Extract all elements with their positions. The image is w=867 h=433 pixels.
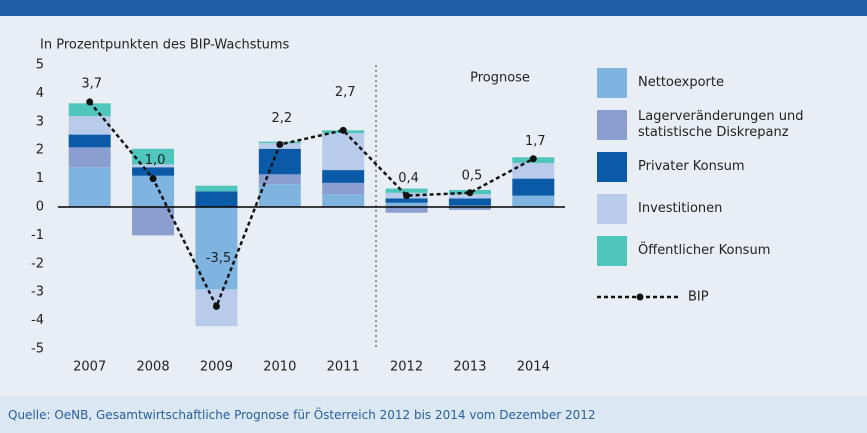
data-label: 2,2 [271,111,292,126]
x-tick-label: 2010 [263,360,296,375]
bar-segment [385,202,428,207]
bar-segment [512,195,555,207]
legend-point [636,293,644,301]
y-tick-label: 4 [36,86,44,101]
bar-segment [258,184,301,207]
bar-segment [322,194,365,207]
legend-label: Öffentlicher Konsum [638,243,771,258]
bar-segment [385,188,428,193]
y-tick-label: -4 [31,313,44,328]
bar-segment [132,164,175,168]
legend-swatch [597,110,627,140]
legend-label: Lagerveränderungen und statistische Disk… [638,109,804,140]
bip-point [276,141,284,149]
bar-segment [195,185,238,192]
legend-item: Privater Konsum [597,146,847,188]
y-tick-label: -3 [31,285,44,300]
x-tick-label: 2012 [390,360,423,375]
y-tick-label: 0 [36,200,44,215]
y-tick-label: 3 [36,114,44,129]
bar-segment [68,147,111,168]
data-label: 0,5 [462,168,483,183]
legend-swatch [597,152,627,182]
x-tick-label: 2008 [137,360,170,375]
data-label: 1,7 [525,134,546,149]
legend-swatch [597,236,627,266]
bar-segment [322,182,365,195]
bar-segment [68,116,111,135]
y-tick-label: 5 [36,58,44,73]
bip-point [466,189,474,197]
bar-segment [195,207,238,290]
data-label: 0,4 [398,171,419,186]
x-tick-label: 2007 [73,360,106,375]
data-label: 1,0 [145,153,166,168]
legend-item: Lagerveränderungen und statistische Disk… [597,104,847,146]
bip-point [212,302,220,310]
legend-swatch [597,68,627,98]
y-tick-label: 2 [36,143,44,158]
legend-label: BIP [688,290,709,305]
forecast-label: Prognose [470,71,530,86]
legend-item: Nettoexporte [597,62,847,104]
bip-point [339,126,347,134]
bar-segment [448,207,491,210]
bar-segment [68,167,111,207]
x-tick-label: 2011 [327,360,360,375]
legend-swatch [597,194,627,224]
bip-point [529,155,537,163]
bip-point [149,175,157,183]
bip-line [88,101,534,310]
bar-segment [195,191,238,207]
legend: Nettoexporte Lagerveränderungen und stati… [597,62,847,272]
legend-label: Investitionen [638,201,723,216]
bar-segment [68,134,111,148]
bar-segment [132,167,175,176]
source-text: Quelle: OeNB, Gesamtwirtschaftliche Prog… [8,408,596,422]
bip-point [86,98,94,106]
y-tick-label: -1 [31,228,44,243]
data-label: -3,5 [206,251,231,266]
source-band: Quelle: OeNB, Gesamtwirtschaftliche Prog… [0,396,867,433]
data-label: 3,7 [81,76,102,91]
x-tick-label: 2009 [200,360,233,375]
legend-label: Nettoexporte [638,75,724,90]
bar-segment [258,148,301,175]
bar-segment [322,170,365,183]
bar-segment [512,162,555,179]
bar-segment [448,198,491,206]
bar-segment [132,148,175,165]
x-tick-label: 2013 [453,360,486,375]
y-tick-label: 1 [36,171,44,186]
y-tick-label: -2 [31,256,44,271]
bip-point [403,192,411,200]
bar-segment [258,174,301,185]
legend-label: Privater Konsum [638,159,745,174]
bar-segment [132,207,175,236]
bar-segment [385,198,428,203]
bar-segment [512,178,555,196]
bar-segment [385,207,428,213]
y-axis-label: In Prozentpunkten des BIP-Wachstums [40,38,289,53]
bar-segment [448,194,491,199]
legend-item: Öffentlicher Konsum [597,230,847,272]
bar-segment [322,133,365,171]
header-band [0,0,867,16]
x-tick-label: 2014 [517,360,550,375]
legend-item: Investitionen [597,188,847,230]
y-tick-label: -5 [31,342,44,357]
data-label: 2,7 [335,85,356,100]
